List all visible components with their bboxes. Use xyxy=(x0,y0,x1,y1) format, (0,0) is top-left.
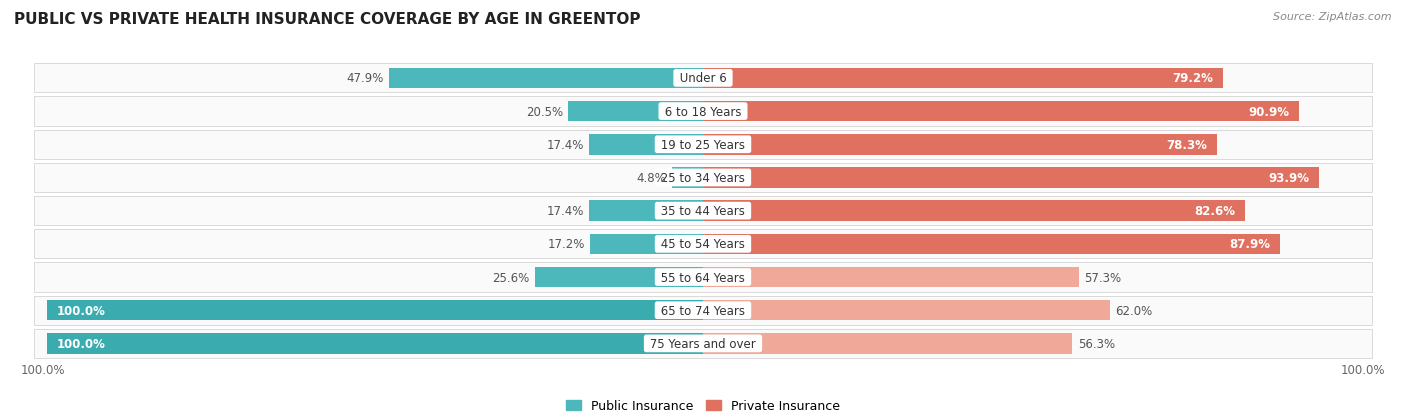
Bar xyxy=(34,296,1372,325)
Text: 75 Years and over: 75 Years and over xyxy=(647,337,759,350)
Text: 82.6%: 82.6% xyxy=(1194,205,1234,218)
Bar xyxy=(703,333,1073,354)
Text: 79.2%: 79.2% xyxy=(1173,72,1213,85)
Bar xyxy=(34,230,1372,259)
Bar xyxy=(34,131,1372,159)
Bar xyxy=(34,64,1372,93)
Bar xyxy=(703,201,1244,221)
Bar xyxy=(703,234,1279,254)
Text: Source: ZipAtlas.com: Source: ZipAtlas.com xyxy=(1274,12,1392,22)
Text: 47.9%: 47.9% xyxy=(346,72,384,85)
Bar xyxy=(46,300,703,321)
Text: 57.3%: 57.3% xyxy=(1084,271,1122,284)
Bar xyxy=(34,97,1372,126)
Text: 55 to 64 Years: 55 to 64 Years xyxy=(657,271,749,284)
Text: 17.4%: 17.4% xyxy=(546,205,583,218)
Bar xyxy=(703,135,1216,155)
Text: 25 to 34 Years: 25 to 34 Years xyxy=(657,171,749,185)
Text: 78.3%: 78.3% xyxy=(1166,138,1206,152)
Bar xyxy=(46,333,703,354)
Text: Under 6: Under 6 xyxy=(676,72,730,85)
Text: 65 to 74 Years: 65 to 74 Years xyxy=(657,304,749,317)
Text: 62.0%: 62.0% xyxy=(1115,304,1153,317)
Bar xyxy=(34,164,1372,192)
Text: 4.8%: 4.8% xyxy=(637,171,666,185)
Text: 100.0%: 100.0% xyxy=(56,337,105,350)
Text: 45 to 54 Years: 45 to 54 Years xyxy=(657,238,749,251)
Bar xyxy=(34,263,1372,292)
Bar xyxy=(703,300,1109,321)
Bar xyxy=(388,69,703,89)
Text: 100.0%: 100.0% xyxy=(21,363,65,376)
Bar xyxy=(703,69,1223,89)
Bar xyxy=(589,201,703,221)
Text: PUBLIC VS PRIVATE HEALTH INSURANCE COVERAGE BY AGE IN GREENTOP: PUBLIC VS PRIVATE HEALTH INSURANCE COVER… xyxy=(14,12,641,27)
Text: 90.9%: 90.9% xyxy=(1249,105,1289,118)
Bar xyxy=(536,267,703,287)
Bar xyxy=(703,102,1299,122)
Bar xyxy=(34,197,1372,225)
Text: 19 to 25 Years: 19 to 25 Years xyxy=(657,138,749,152)
Text: 6 to 18 Years: 6 to 18 Years xyxy=(661,105,745,118)
Text: 25.6%: 25.6% xyxy=(492,271,530,284)
Bar xyxy=(672,168,703,188)
Bar xyxy=(589,135,703,155)
Text: 35 to 44 Years: 35 to 44 Years xyxy=(657,205,749,218)
Text: 87.9%: 87.9% xyxy=(1229,238,1270,251)
Bar xyxy=(34,329,1372,358)
Legend: Public Insurance, Private Insurance: Public Insurance, Private Insurance xyxy=(561,394,845,413)
Text: 93.9%: 93.9% xyxy=(1268,171,1309,185)
Bar xyxy=(591,234,703,254)
Text: 100.0%: 100.0% xyxy=(1341,363,1385,376)
Bar xyxy=(703,267,1078,287)
Text: 20.5%: 20.5% xyxy=(526,105,564,118)
Text: 56.3%: 56.3% xyxy=(1077,337,1115,350)
Bar xyxy=(703,168,1319,188)
Bar xyxy=(568,102,703,122)
Text: 17.4%: 17.4% xyxy=(546,138,583,152)
Text: 100.0%: 100.0% xyxy=(56,304,105,317)
Text: 17.2%: 17.2% xyxy=(547,238,585,251)
